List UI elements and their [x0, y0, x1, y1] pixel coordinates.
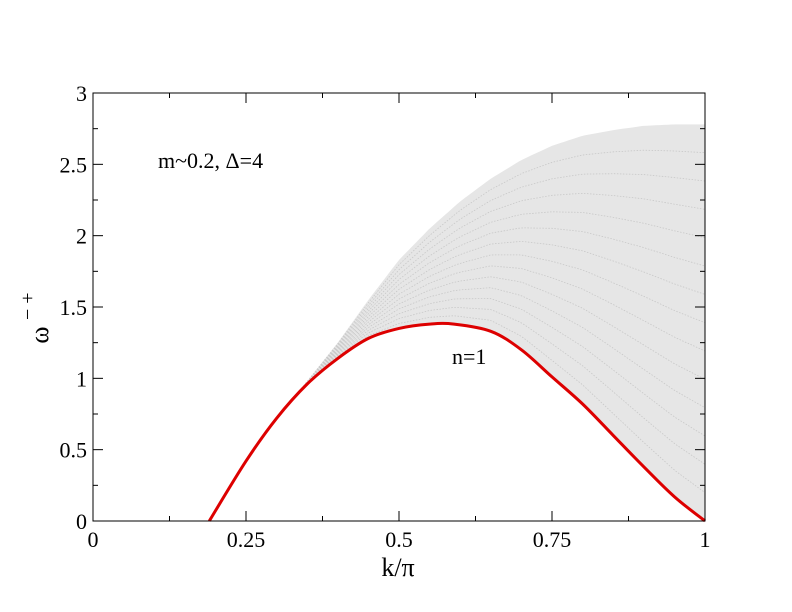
continuum-line: [208, 287, 706, 522]
continuum-line: [208, 149, 706, 522]
y-axis-title: ω − +: [17, 292, 54, 343]
x-tick-label: 0: [88, 527, 99, 552]
continuum-line: [208, 254, 706, 522]
continuum-line: [208, 211, 706, 522]
continuum-line: [208, 265, 706, 522]
continuum-fill: [209, 124, 706, 522]
continuum-region: [208, 124, 706, 522]
continuum-line: [208, 241, 706, 522]
y-tick-label: 3: [76, 81, 87, 106]
tick-labels: 0 0.25 0.5 0.75 1 0 0.5 1 1.5 2 2.5 3: [60, 81, 711, 552]
continuum-line: [208, 276, 706, 522]
continuum-line: [208, 173, 706, 522]
x-tick-label: 0.25: [227, 527, 266, 552]
y-tick-label: 1: [76, 366, 87, 391]
continuum-line: [208, 298, 706, 522]
main-curve-group: [208, 321, 706, 523]
x-tick-label: 0.75: [533, 527, 572, 552]
params-annotation: m~0.2, Δ=4: [158, 148, 263, 173]
x-axis-title: k/π: [381, 553, 414, 582]
x-tick-label: 1: [700, 527, 711, 552]
y-axis-title-base: ω: [25, 326, 54, 343]
y-tick-label: 0.5: [60, 438, 88, 463]
y-tick-label: 0: [76, 509, 87, 534]
y-tick-label: 2.5: [60, 152, 88, 177]
y-tick-label: 2: [76, 224, 87, 249]
continuum-line: [208, 192, 706, 522]
continuum-line: [208, 227, 706, 522]
series-n1-line: [208, 321, 706, 523]
plot-frame: [92, 92, 706, 522]
x-tick-label: 0.5: [385, 527, 413, 552]
y-tick-label: 1.5: [60, 295, 88, 320]
y-axis-title-sup: − +: [17, 292, 39, 320]
curve-label: n=1: [452, 344, 486, 369]
